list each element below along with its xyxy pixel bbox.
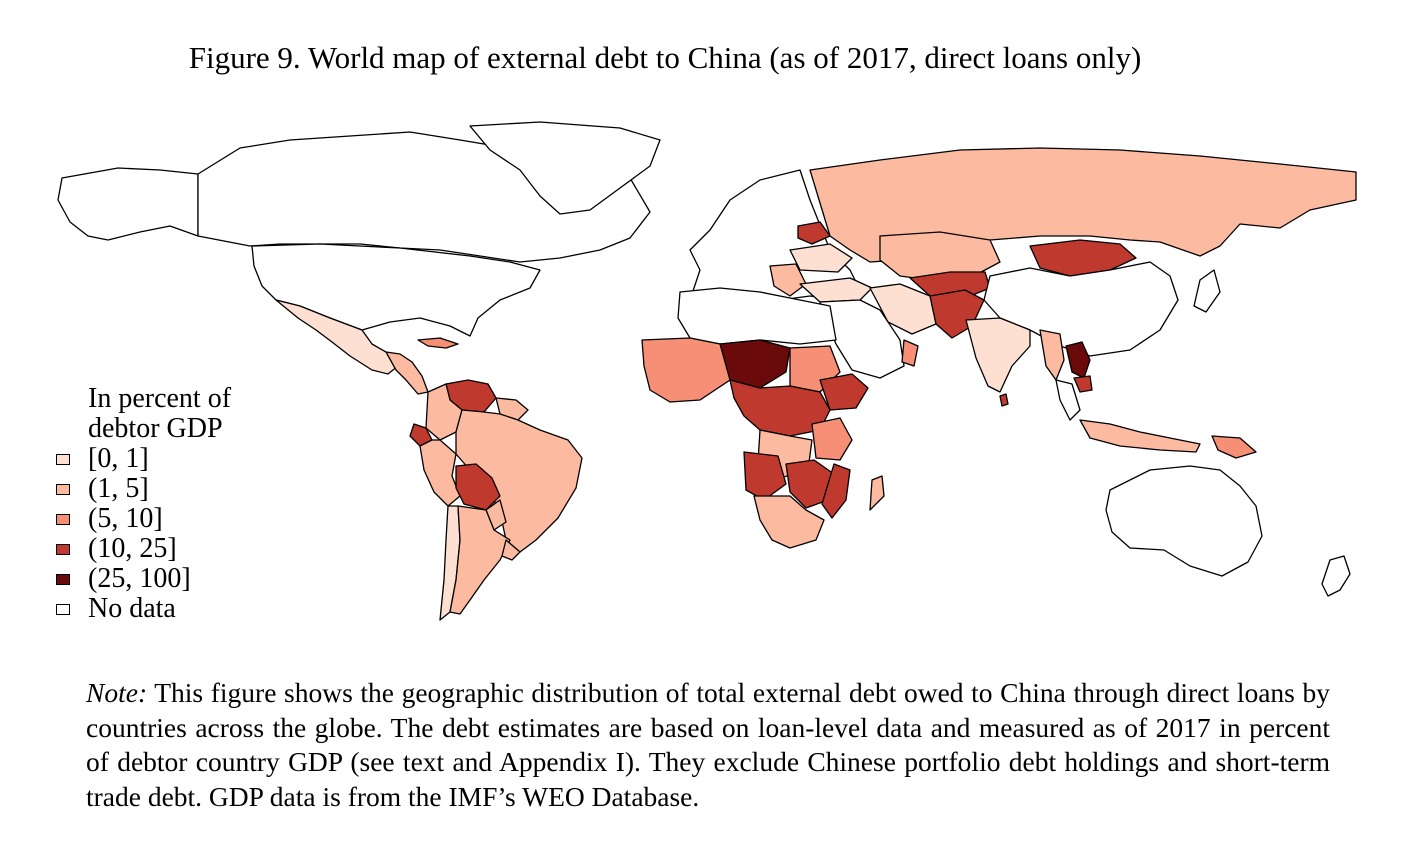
legend-swatch [56,453,70,465]
region-east-africa [811,417,853,461]
region-balkans [769,263,807,297]
region-japan [1193,269,1221,313]
legend-label: (10, 25] [88,533,177,564]
legend-swatch [56,573,70,585]
region-argentina [449,505,511,615]
legend-label: (5, 10] [88,503,163,534]
legend-title-line1: In percent of [88,383,232,414]
legend-swatch [56,543,70,555]
note-text: This figure shows the geographic distrib… [86,677,1330,812]
region-new-zealand [1321,555,1351,597]
legend-title-line2: debtor GDP [88,413,223,444]
region-india [965,317,1031,393]
region-madagascar [869,475,885,511]
region-cuba [417,337,459,349]
region-mexico [275,299,399,375]
region-north-africa [677,287,837,345]
figure-title: Figure 9. World map of external debt to … [188,40,1142,75]
region-greenland [469,121,661,215]
region-turkey [799,277,873,303]
legend-label: No data [88,593,176,624]
region-indonesia [1079,419,1201,453]
note-label: Note: [86,677,148,708]
legend-item: (10, 25] [56,534,316,564]
region-peru [419,439,461,507]
region-oman [901,339,919,367]
legend-swatch [56,483,70,495]
region-png [1211,435,1257,459]
region-angola [743,451,787,501]
region-ukraine [789,243,853,273]
region-alaska [57,167,199,241]
region-central-america [385,351,429,395]
legend-label: (1, 5] [88,473,149,504]
region-mongolia [1029,239,1137,277]
region-australia [1105,465,1263,577]
legend-item: (5, 10] [56,504,316,534]
legend-label: (25, 100] [88,563,191,594]
region-ethiopia [819,373,869,411]
figure-note: Note: This figure shows the geographic d… [86,676,1330,814]
region-myanmar [1039,329,1065,381]
legend-item: [0, 1] [56,444,316,474]
legend: In percent of debtor GDP [0, 1] (1, 5] (… [56,384,316,624]
region-bolivia [455,463,501,511]
legend-item: No data [56,594,316,624]
region-sahel-west [641,337,741,403]
region-southeast-asia [1055,379,1081,421]
region-uruguay [501,539,521,561]
world-map [57,121,1357,621]
region-laos [1065,341,1091,379]
legend-title: In percent of debtor GDP [88,384,316,444]
region-cambodia [1073,375,1093,393]
region-southern-africa [753,495,825,549]
legend-item: (25, 100] [56,564,316,594]
region-guyanas [495,397,529,421]
region-mozambique [821,463,851,519]
legend-swatch [56,513,70,525]
legend-item: (1, 5] [56,474,316,504]
legend-swatch [56,603,70,615]
region-sri-lanka [999,393,1009,407]
region-belarus [797,221,831,245]
legend-label: [0, 1] [88,443,149,474]
